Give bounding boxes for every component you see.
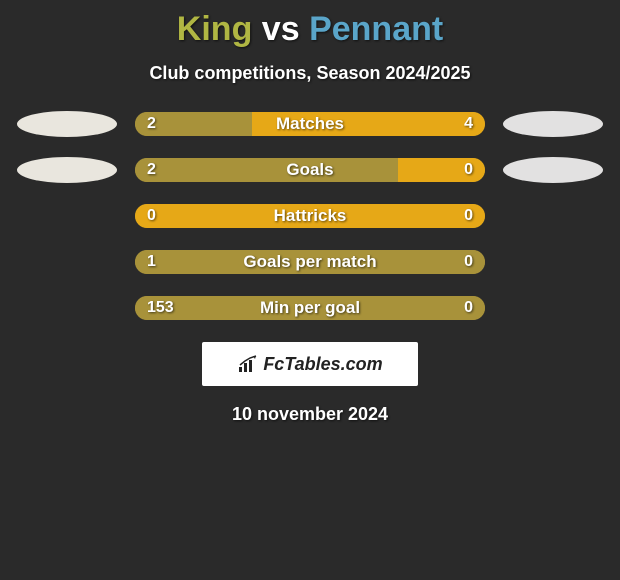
side-spacer xyxy=(503,249,603,275)
stat-label: Matches xyxy=(135,112,485,136)
logo-box: FcTables.com xyxy=(202,342,418,386)
stat-row: 20Goals xyxy=(0,158,620,182)
stat-bar: 24Matches xyxy=(135,112,485,136)
side-spacer xyxy=(17,203,117,229)
chart-icon xyxy=(237,355,259,373)
stats-container: 24Matches 20Goals 00Hattricks 10Goals per m… xyxy=(0,112,620,320)
stat-bar: 10Goals per match xyxy=(135,250,485,274)
page-title: King vs Pennant xyxy=(0,0,620,49)
stat-row: 24Matches xyxy=(0,112,620,136)
stat-label: Hattricks xyxy=(135,204,485,228)
stat-row: 1530Min per goal xyxy=(0,296,620,320)
side-spacer xyxy=(503,203,603,229)
player-left-oval xyxy=(17,111,117,137)
stat-bar: 20Goals xyxy=(135,158,485,182)
title-right: Pennant xyxy=(309,10,443,48)
logo-text: FcTables.com xyxy=(263,354,382,375)
stat-label: Goals xyxy=(135,158,485,182)
stat-label: Min per goal xyxy=(135,296,485,320)
player-right-oval xyxy=(503,111,603,137)
stat-label: Goals per match xyxy=(135,250,485,274)
player-right-oval xyxy=(503,157,603,183)
logo: FcTables.com xyxy=(237,354,382,375)
side-spacer xyxy=(17,295,117,321)
stat-bar: 00Hattricks xyxy=(135,204,485,228)
date: 10 november 2024 xyxy=(0,404,620,425)
player-left-oval xyxy=(17,157,117,183)
stat-row: 10Goals per match xyxy=(0,250,620,274)
side-spacer xyxy=(17,249,117,275)
side-spacer xyxy=(503,295,603,321)
title-left: King xyxy=(177,10,253,48)
stat-bar: 1530Min per goal xyxy=(135,296,485,320)
subtitle: Club competitions, Season 2024/2025 xyxy=(0,63,620,84)
stat-row: 00Hattricks xyxy=(0,204,620,228)
title-vs: vs xyxy=(262,10,300,48)
